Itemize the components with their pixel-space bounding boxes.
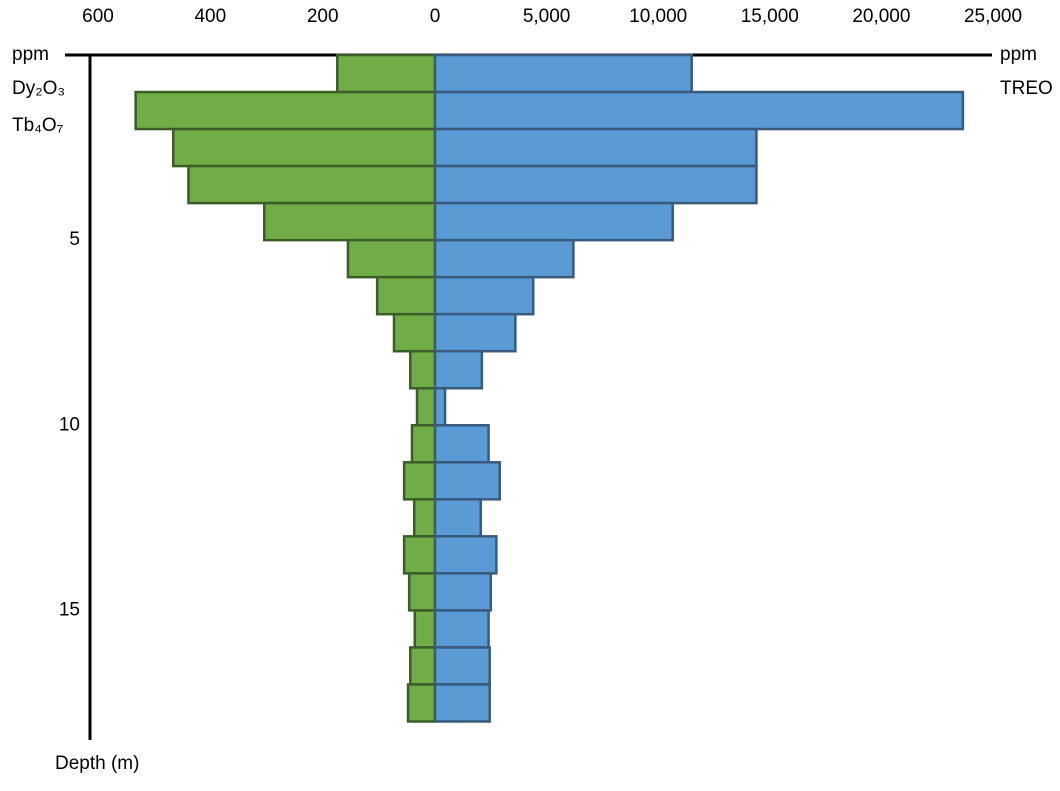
bar xyxy=(413,609,437,649)
bar xyxy=(433,164,758,205)
bar xyxy=(433,461,501,501)
bar xyxy=(406,683,437,723)
bar xyxy=(433,238,575,279)
bar xyxy=(433,424,490,464)
bar xyxy=(433,535,498,575)
bar xyxy=(402,461,437,501)
bar xyxy=(415,386,437,427)
x-tick-label: 0 xyxy=(430,6,441,27)
series-unit: ppm xyxy=(12,44,49,65)
y-tick-label: 10 xyxy=(59,414,80,435)
x2-tick-label: 10,000 xyxy=(629,6,687,27)
bar xyxy=(433,609,490,649)
y-tick-label: 15 xyxy=(59,599,80,620)
bar xyxy=(433,646,491,686)
x2-tick-label: 15,000 xyxy=(741,6,799,27)
y-axis-label: Depth (m) xyxy=(55,753,139,774)
bar xyxy=(433,53,693,94)
series-unit: ppm xyxy=(1000,44,1037,65)
x-tick-label: 600 xyxy=(82,6,114,27)
bar xyxy=(433,498,483,538)
legend-label: TREO xyxy=(1000,78,1053,99)
bar xyxy=(433,312,517,353)
bar xyxy=(187,164,437,205)
bar xyxy=(336,53,437,94)
x2-tick-label: 25,000 xyxy=(964,6,1022,27)
bar xyxy=(402,535,437,575)
bar xyxy=(134,90,437,131)
bar xyxy=(346,238,437,279)
bar xyxy=(263,201,437,242)
legend-label: Dy₂O₃ xyxy=(12,78,65,99)
bar xyxy=(433,90,965,131)
bar xyxy=(433,127,758,168)
x2-tick-label: 5,000 xyxy=(523,6,571,27)
bar xyxy=(410,424,437,464)
bar xyxy=(433,683,491,723)
bar xyxy=(409,349,437,390)
bar xyxy=(407,572,437,612)
bar xyxy=(172,127,437,168)
bar xyxy=(409,646,437,686)
x-tick-label: 400 xyxy=(194,6,226,27)
y-tick-label: 5 xyxy=(69,229,80,250)
bar xyxy=(433,275,535,316)
bar xyxy=(433,572,493,612)
bar xyxy=(433,201,674,242)
x-tick-label: 200 xyxy=(307,6,339,27)
bar xyxy=(433,386,447,427)
bar xyxy=(392,312,437,353)
bar xyxy=(433,349,484,390)
x2-tick-label: 20,000 xyxy=(852,6,910,27)
bar xyxy=(412,498,437,538)
bar xyxy=(375,275,437,316)
legend-label: Tb₄O₇ xyxy=(12,115,63,136)
